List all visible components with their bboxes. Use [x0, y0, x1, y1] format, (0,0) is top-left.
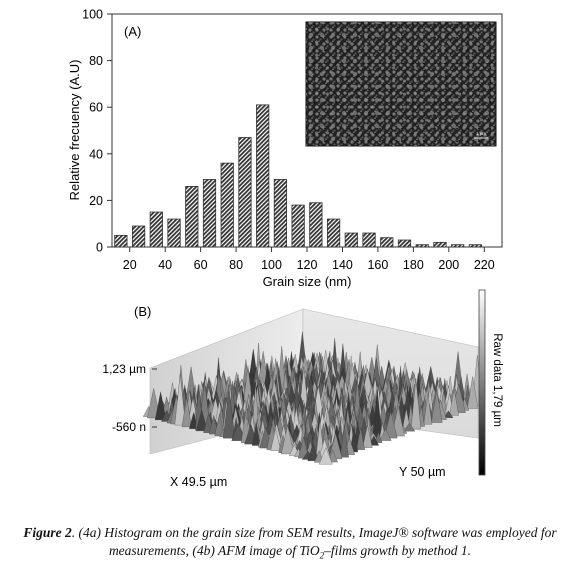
histogram-bar — [114, 234, 128, 248]
x-tick-label: 20 — [123, 258, 137, 272]
histogram-bar — [202, 179, 217, 248]
afm-z-min-label: -560 n — [112, 420, 146, 434]
histogram-bar — [415, 244, 429, 248]
histogram-bar — [468, 244, 483, 248]
histogram-bar — [273, 179, 288, 248]
histogram-bar — [256, 104, 270, 248]
afm-z-max-label: 1,23 µm — [102, 362, 146, 376]
histogram-bar — [380, 237, 394, 248]
y-tick-label: 40 — [89, 147, 103, 161]
panel-a-label: (A) — [124, 24, 141, 39]
y-axis-label: Relative frecuency (A.U) — [67, 60, 82, 201]
x-tick-label: 60 — [194, 258, 208, 272]
x-tick-label: 180 — [403, 258, 424, 272]
y-tick-label: 20 — [89, 194, 103, 208]
y-tick-label: 80 — [89, 54, 103, 68]
histogram-bar — [326, 218, 341, 248]
y-tick-label: 100 — [82, 8, 103, 22]
caption-subscript: 2 — [319, 550, 325, 561]
histogram-bar — [397, 239, 412, 248]
histogram-bar — [185, 186, 199, 248]
figure-label: Figure 2 — [23, 525, 72, 540]
sem-inset: 1 µm — [305, 21, 497, 147]
caption-text-1: . (4a) Histogram on the grain size from … — [71, 525, 557, 558]
caption-text-2: –films growth by method 1. — [324, 543, 472, 558]
y-tick-label: 60 — [89, 101, 103, 115]
x-tick-label: 80 — [229, 258, 243, 272]
histogram-bar — [220, 162, 234, 248]
afm-x-label: X 49.5 µm — [170, 475, 227, 489]
x-axis: 20 40 60 80 100 120 140 160 180 200 220 — [123, 247, 495, 272]
afm-3d-image: (B) 1,23 µm -560 n X 49.5 µm Y 50 µm Raw… — [102, 289, 503, 489]
afm-y-label: Y 50 µm — [399, 465, 446, 479]
sem-scale-label: 1 µm — [476, 131, 486, 136]
histogram-bar — [291, 204, 305, 248]
x-tick-label: 220 — [474, 258, 495, 272]
histogram-bar — [344, 232, 358, 248]
x-tick-label: 100 — [261, 258, 282, 272]
histogram-bars — [114, 104, 483, 248]
histogram-bar — [238, 137, 252, 248]
x-tick-label: 120 — [297, 258, 318, 272]
x-tick-label: 140 — [332, 258, 353, 272]
afm-colorbar — [478, 289, 486, 476]
x-tick-label: 200 — [438, 258, 459, 272]
afm-surface-peaks — [142, 331, 484, 465]
histogram-bar — [362, 232, 376, 248]
x-tick-label: 40 — [158, 258, 172, 272]
histogram-bar — [131, 225, 146, 248]
x-axis-label: Grain size (nm) — [263, 274, 352, 289]
histogram-bar — [433, 241, 447, 248]
y-axis: 0 20 40 60 80 100 — [82, 8, 112, 255]
histogram-bar — [451, 244, 465, 248]
histogram-bar — [309, 202, 323, 248]
histogram-bar — [167, 218, 181, 248]
x-tick-label: 160 — [367, 258, 388, 272]
y-tick-label: 0 — [96, 241, 103, 255]
afm-colorbar-label: Raw data 1,79 µm — [491, 333, 503, 427]
histogram-bar — [149, 211, 163, 248]
panel-b-label: (B) — [134, 304, 151, 319]
figure-caption: Figure 2. (4a) Histogram on the grain si… — [8, 524, 572, 565]
